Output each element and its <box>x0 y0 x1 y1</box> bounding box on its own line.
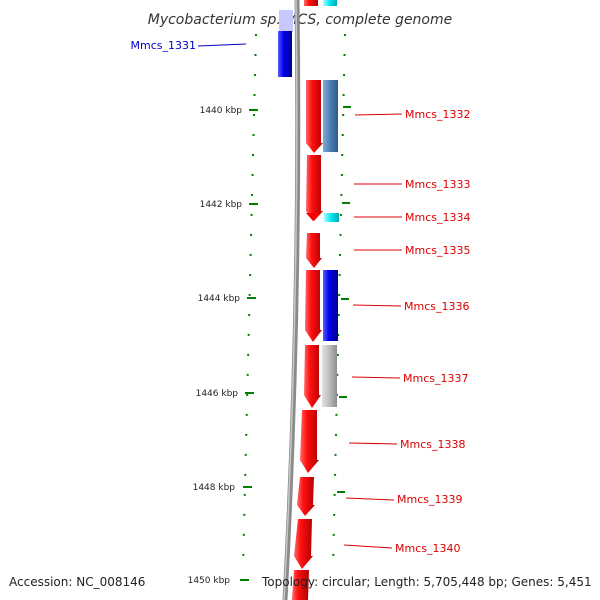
gene-arrow-top-partial[interactable] <box>304 0 318 6</box>
leader-mmcs-1338 <box>348 442 398 445</box>
position-label-1440: 1440 kbp <box>200 106 243 116</box>
gene-label-mmcs-1335[interactable]: Mmcs_1335 <box>405 244 470 257</box>
cog-block-blue[interactable] <box>323 270 338 341</box>
leader-mmcs-1340 <box>343 544 393 549</box>
gene-arrow-mmcs-1339[interactable] <box>297 477 315 516</box>
gene-label-mmcs-1334[interactable]: Mmcs_1334 <box>405 211 470 224</box>
accession-label: Accession: NC_008146 <box>9 575 145 589</box>
position-labels: 1440 kbp 1442 kbp 1444 kbp 1446 kbp 1448… <box>188 106 243 586</box>
leader-mmcs-1337 <box>351 376 401 379</box>
gene-label-mmcs-1331[interactable]: Mmcs_1331 <box>131 39 196 52</box>
gene-label-mmcs-1333[interactable]: Mmcs_1333 <box>405 178 470 191</box>
gene-label-mmcs-1332[interactable]: Mmcs_1332 <box>405 108 470 121</box>
reverse-gene-highlight <box>279 10 293 32</box>
gene-arrow-mmcs-1335[interactable] <box>306 233 322 268</box>
leader-mmcs-1332 <box>354 113 403 116</box>
cog-blocks <box>322 0 339 407</box>
gene-label-mmcs-1340[interactable]: Mmcs_1340 <box>395 542 460 555</box>
gene-labels: Mmcs_1331 Mmcs_1332 Mmcs_1333 Mmcs_1334 … <box>131 39 471 555</box>
position-label-1446: 1446 kbp <box>196 389 239 399</box>
leader-mmcs-1331 <box>197 43 247 47</box>
gene-arrow-mmcs-1340[interactable] <box>294 519 313 569</box>
genome-backbone-highlight <box>283 0 298 600</box>
forward-gene-arrows <box>292 0 323 600</box>
map-title: Mycobacterium sp. MCS, complete genome <box>148 12 453 28</box>
gene-arrow-mmcs-1334[interactable] <box>306 213 320 221</box>
genome-backbone <box>282 0 301 600</box>
cog-block-cyan-top[interactable] <box>323 0 337 6</box>
position-label-1444: 1444 kbp <box>198 294 241 304</box>
genome-summary: Topology: circular; Length: 5,705,448 bp… <box>261 575 592 589</box>
gene-label-mmcs-1338[interactable]: Mmcs_1338 <box>400 438 465 451</box>
position-label-1450: 1450 kbp <box>188 576 231 586</box>
cog-block-steelblue[interactable] <box>323 80 338 152</box>
leader-mmcs-1339 <box>345 497 395 501</box>
position-ticks <box>240 106 351 581</box>
gene-arrow-mmcs-1331[interactable] <box>278 31 292 77</box>
gene-label-mmcs-1339[interactable]: Mmcs_1339 <box>397 493 462 506</box>
position-label-1448: 1448 kbp <box>193 483 236 493</box>
gene-arrow-mmcs-1338[interactable] <box>300 410 319 473</box>
gene-arrow-mmcs-1337[interactable] <box>304 345 321 408</box>
cog-block-cyan[interactable] <box>324 213 339 222</box>
gene-arrow-mmcs-1332[interactable] <box>306 80 323 153</box>
gene-arrow-bottom-partial[interactable] <box>292 570 309 600</box>
gene-arrow-mmcs-1333[interactable] <box>306 155 323 221</box>
cog-block-gray[interactable] <box>322 345 337 407</box>
gene-label-mmcs-1337[interactable]: Mmcs_1337 <box>403 372 468 385</box>
leader-mmcs-1336 <box>352 304 402 307</box>
gene-arrow-mmcs-1336[interactable] <box>305 270 322 342</box>
position-label-1442: 1442 kbp <box>200 200 243 210</box>
gene-leader-lines <box>197 43 403 549</box>
gene-label-mmcs-1336[interactable]: Mmcs_1336 <box>404 300 469 313</box>
